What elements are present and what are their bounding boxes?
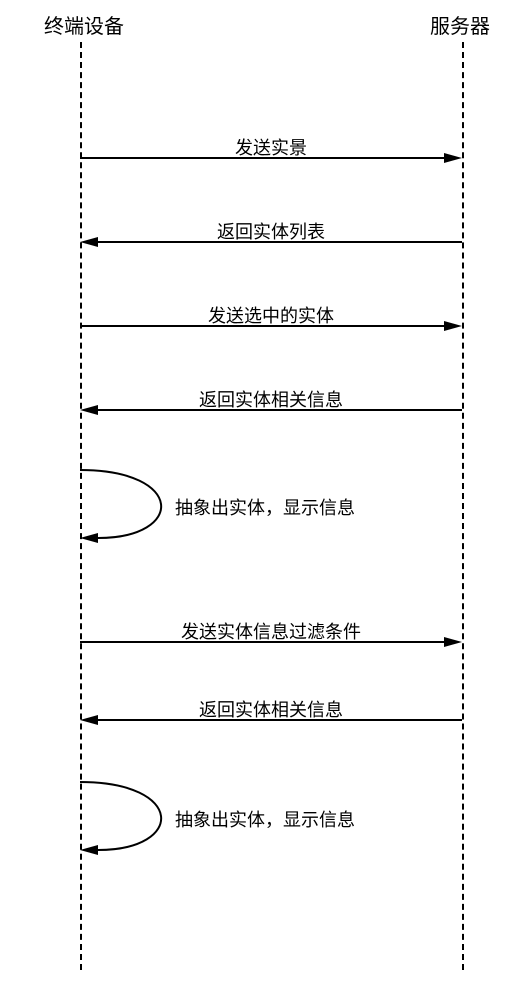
message-label: 返回实体相关信息 (151, 386, 391, 412)
message-label: 发送实景 (151, 134, 391, 160)
lifeline-right-label: 服务器 (430, 10, 490, 39)
self-loop-label: 抽象出实体，显示信息 (175, 806, 355, 832)
message-label: 返回实体列表 (151, 218, 391, 244)
message-label: 发送实体信息过滤条件 (151, 618, 391, 644)
message-label: 发送选中的实体 (151, 302, 391, 328)
lifeline-left-label: 终端设备 (44, 10, 124, 39)
message-label: 返回实体相关信息 (151, 696, 391, 722)
self-loop-label: 抽象出实体，显示信息 (175, 494, 355, 520)
sequence-diagram: 终端设备 服务器 发送实景返回实体列表发送选中的实体返回实体相关信息抽象出实体，… (0, 0, 514, 1000)
